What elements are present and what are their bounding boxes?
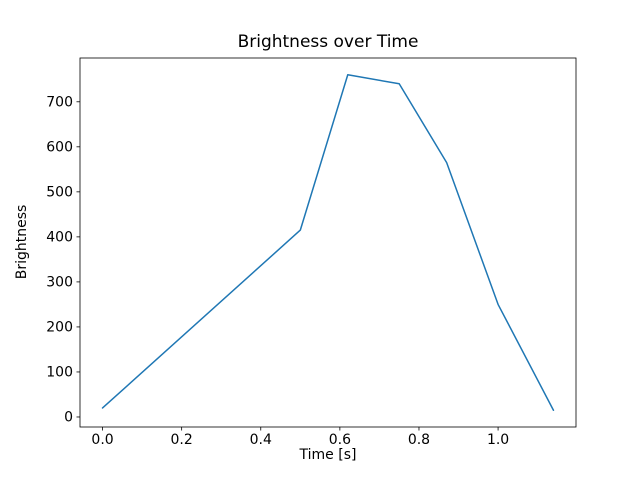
y-tick-label: 700 (46, 94, 73, 110)
chart-title: Brightness over Time (238, 32, 419, 52)
y-tick-label: 0 (64, 409, 73, 425)
y-tick-label: 200 (46, 319, 73, 335)
y-tick-label: 600 (46, 139, 73, 155)
brightness-line (101, 74, 555, 411)
x-tick-label: 0.6 (329, 432, 351, 448)
x-tick-label: 0.2 (171, 432, 193, 448)
axes-frame (79, 57, 577, 428)
y-tick-label: 300 (46, 274, 73, 290)
x-tick-label: 1.0 (487, 432, 509, 448)
data-series (101, 74, 555, 411)
y-tick-label: 500 (46, 184, 73, 200)
axis-ticks: 0.0 0.2 0.4 0.6 0.8 1.0 0 100 200 300 400 500 600 700 (46, 94, 509, 448)
x-tick-label: 0.8 (408, 432, 430, 448)
x-tick-label: 0.4 (250, 432, 272, 448)
x-tick-label: 0.0 (91, 432, 113, 448)
y-axis-label: Brightness (14, 205, 30, 280)
y-tick-label: 100 (46, 364, 73, 380)
x-axis-label: Time [s] (299, 447, 357, 463)
y-tick-label: 400 (46, 229, 73, 245)
